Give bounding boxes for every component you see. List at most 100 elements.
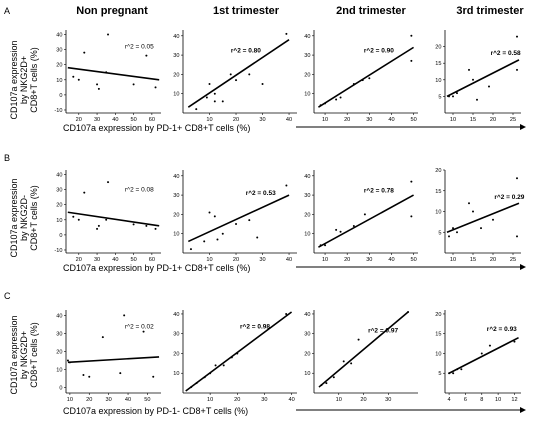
panel-a-non-pregnant-point-5: [105, 71, 108, 74]
column-title-2nd-trimester: 2nd trimester: [336, 5, 406, 17]
panel-a-3rd-trimester-x-tick-label-1: 15: [470, 117, 476, 123]
panel-a-non-pregnant-point-6: [107, 33, 110, 36]
panel-c-3rd-trimester-y-tick-label-1: 10: [435, 351, 441, 357]
panel-a-non-pregnant-x-tick-label-2: 40: [112, 117, 118, 123]
panel-c-2nd-trimester-point-2: [332, 376, 335, 379]
panel-c-2nd-trimester-point-0: [320, 384, 323, 387]
panel-b-1st-trimester-point-7: [248, 219, 251, 222]
panel-a-3rd-trimester-y-tick-label-0: 5: [438, 94, 441, 100]
panel-b-3rd-trimester-x-tick-label-2: 20: [490, 257, 496, 263]
panel-b-2nd-trimester-x-tick-label-1: 20: [344, 257, 350, 263]
panel-b-2nd-trimester-r2-annotation: r^2 = 0.78: [364, 186, 394, 194]
panel-a-non-pregnant-x-tick-label-4: 60: [149, 117, 155, 123]
panel-a-non-pregnant-x-tick-label-1: 30: [94, 117, 100, 123]
panel-c-1st-trimester-x-tick-label-1: 20: [234, 397, 240, 403]
panel-a-non-pregnant-x-tick-label-3: 50: [130, 117, 136, 123]
panel-c-2nd-trimester-x-tick-label-2: 30: [385, 397, 391, 403]
panel-b-3rd-trimester-point-5: [480, 227, 482, 230]
panel-a-non-pregnant: 20 30 40 50 60 -10 0 10 20 30 40 r^2 = 0.05: [54, 30, 161, 123]
panel-c-2nd-trimester-r2-annotation: r^2 = 0.97: [368, 326, 398, 334]
row-c-y-label-line-1: CD107a expression: [9, 315, 19, 394]
panel-b-non-pregnant-fit-line: [67, 211, 160, 227]
panel-a-3rd-trimester-fit-line: [446, 59, 520, 98]
panel-a-1st-trimester-point-0: [195, 108, 198, 111]
panel-c-non-pregnant-x-tick-label-3: 40: [125, 397, 131, 403]
row-a-y-axis-label: CD107a expression by NKG2D+ CD8+T cells …: [9, 40, 39, 119]
panel-a-1st-trimester-x-tick-label-2: 30: [259, 117, 265, 123]
panel-a-2nd-trimester-point-4: [352, 83, 355, 86]
panel-a-1st-trimester-x-tick-label-3: 40: [286, 117, 292, 123]
panel-b-non-pregnant-y-tick-label-4: 30: [56, 188, 62, 194]
panel-c-non-pregnant-y-tick-label-3: 30: [56, 331, 62, 337]
panel-b-non-pregnant-x-tick-label-2: 40: [112, 257, 118, 263]
row-c-y-axis-label: CD107a expression by NKG2D+ CD8+T cells …: [9, 315, 39, 394]
panel-b-non-pregnant-point-1: [77, 218, 80, 221]
panel-b-3rd-trimester-r2-annotation: r^2 = 0.29: [494, 193, 524, 201]
panel-b-2nd-trimester-point-5: [363, 213, 366, 216]
panel-a-2nd-trimester-point-8: [410, 59, 413, 62]
panel-c-3rd-trimester: 4 6 8 10 12 5 10 15 20 r^2 = 0.93: [435, 310, 521, 403]
panel-b-1st-trimester-x-tick-label-1: 20: [233, 257, 239, 263]
panel-a-1st-trimester-x-tick-label-0: 10: [206, 117, 212, 123]
panel-c-non-pregnant-point-6: [123, 314, 126, 317]
panel-a-1st-trimester-point-3: [213, 92, 216, 95]
panel-a-2nd-trimester-r2-annotation: r^2 = 0.90: [364, 46, 394, 54]
panel-a-2nd-trimester: 10 20 30 40 50 10 20 30 40 r^2 = 0.90: [304, 30, 418, 123]
panel-letter-a: A: [4, 6, 10, 16]
panel-c-3rd-trimester-x-tick-label-2: 8: [480, 397, 483, 403]
panel-b-1st-trimester-x-tick-label-0: 10: [206, 257, 212, 263]
panel-b-non-pregnant-point-7: [132, 223, 135, 226]
panel-a-3rd-trimester-y-tick-label-2: 15: [435, 61, 441, 67]
panel-a-2nd-trimester-fit-line: [317, 46, 415, 108]
panel-a-non-pregnant-y-tick-label-4: 30: [56, 48, 62, 54]
panel-a-non-pregnant-fit-line: [67, 66, 160, 81]
column-title-non-pregnant: Non pregnant: [76, 5, 148, 17]
panel-c-2nd-trimester-fit-line: [318, 311, 409, 388]
panel-b-1st-trimester-y-tick-label-3: 40: [173, 174, 179, 180]
panel-a-3rd-trimester-point-6: [488, 85, 490, 88]
panel-a-non-pregnant-x-tick-label-0: 20: [76, 117, 82, 123]
panel-c-non-pregnant-point-5: [119, 372, 122, 375]
row-a-x-axis-label: CD107a expression by PD-1+ CD8+T cells (…: [63, 123, 250, 133]
panel-c-2nd-trimester-y-tick-label-0: 10: [304, 371, 310, 377]
panel-c-1st-trimester-fit-line: [185, 311, 293, 392]
row-c-y-label-line-2: by NKG2D+: [19, 331, 29, 379]
panel-b-3rd-trimester-point-3: [468, 202, 470, 205]
panel-a-2nd-trimester-x-tick-label-4: 50: [410, 117, 416, 123]
panel-b-2nd-trimester: 10 20 30 40 50 10 20 30 40 r^2 = 0.78: [304, 170, 418, 263]
panel-a-1st-trimester-y-tick-label-0: 10: [173, 92, 179, 98]
panel-b-3rd-trimester-fit-line: [446, 202, 520, 233]
panel-c-3rd-trimester-x-tick-label-1: 6: [464, 397, 467, 403]
panel-a-3rd-trimester-point-4: [472, 78, 474, 81]
panel-a-non-pregnant-r2-annotation: r^2 = 0.05: [125, 43, 154, 50]
panel-b-2nd-trimester-point-1: [324, 244, 327, 247]
panel-c-3rd-trimester-x-tick-label-3: 10: [495, 397, 501, 403]
panel-a-2nd-trimester-point-1: [324, 102, 327, 105]
panel-c-3rd-trimester-fit-line: [448, 336, 519, 374]
panel-a-3rd-trimester-x-tick-label-2: 20: [490, 117, 496, 123]
panel-c-non-pregnant-y-tick-label-0: 0: [59, 386, 62, 392]
panel-a-1st-trimester-point-9: [261, 83, 264, 86]
panel-c-non-pregnant-point-7: [142, 330, 145, 333]
panel-a-non-pregnant-point-0: [72, 75, 75, 78]
panel-a-2nd-trimester-point-0: [319, 104, 322, 107]
panel-b-1st-trimester-y-tick-label-0: 10: [173, 232, 179, 238]
row-b-y-label-line-1: CD107a expression: [9, 178, 19, 257]
panel-c-non-pregnant-point-4: [101, 336, 104, 339]
panel-b-1st-trimester-point-5: [221, 232, 224, 235]
panel-b-3rd-trimester-y-tick-label-3: 20: [435, 168, 441, 174]
panel-b-2nd-trimester-point-2: [335, 228, 338, 231]
panel-b-2nd-trimester-x-tick-label-2: 30: [366, 257, 372, 263]
panel-c-2nd-trimester-point-4: [350, 362, 353, 365]
panel-c-1st-trimester-x-tick-label-3: 40: [288, 397, 294, 403]
panel-b-3rd-trimester-point-0: [448, 235, 450, 238]
panel-b-non-pregnant-y-tick-label-5: 40: [56, 173, 62, 179]
panel-b-1st-trimester-point-6: [235, 223, 238, 226]
panel-a-3rd-trimester-x-tick-label-0: 10: [450, 117, 456, 123]
panel-c-3rd-trimester-point-1: [452, 372, 455, 375]
row-b-y-label-line-3: CD8+T cells (%): [29, 185, 39, 251]
panel-c-3rd-trimester-x-tick-label-4: 12: [511, 397, 517, 403]
panel-b-1st-trimester-y-tick-label-1: 20: [173, 212, 179, 218]
panel-b-non-pregnant: 20 30 40 50 60 -10 0 10 20 30 40 r^2 = 0.08: [54, 170, 161, 263]
panel-c-3rd-trimester-x-tick-label-0: 4: [448, 397, 451, 403]
